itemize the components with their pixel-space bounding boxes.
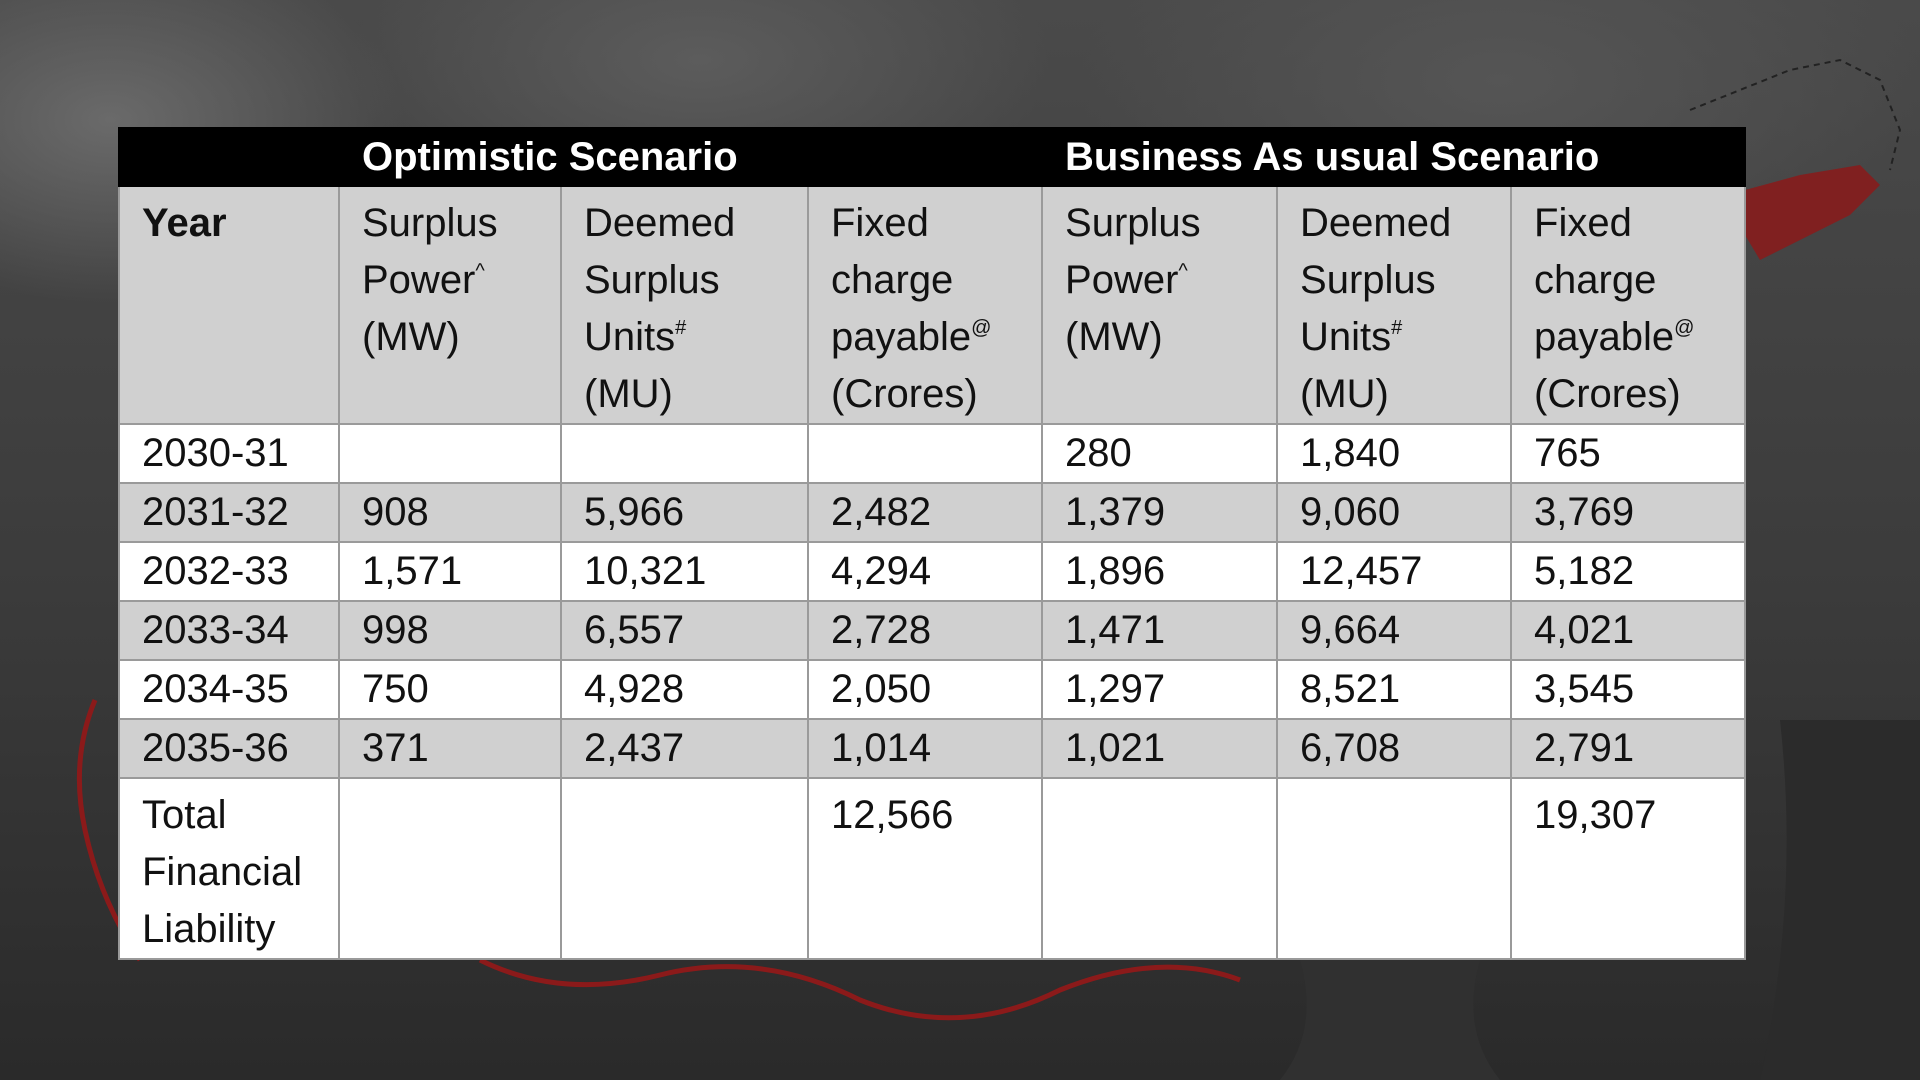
header-bau-surplus-power: Surplus Power^ (MW): [1041, 185, 1279, 425]
cell-opt-surplus-power: 908: [338, 482, 562, 543]
cell-bau-surplus-power: 1,297: [1041, 659, 1279, 720]
cell-bau-deemed-units: 9,060: [1276, 482, 1513, 543]
cell-bau-deemed-units: 6,708: [1276, 718, 1513, 779]
table-row: 2033-34 998 6,557 2,728 1,471 9,664 4,02…: [118, 600, 1747, 661]
cell-opt-fixed-charge: 4,294: [806, 541, 1044, 602]
table-row: 2035-36 371 2,437 1,014 1,021 6,708 2,79…: [118, 718, 1747, 779]
map-outline-right: [1689, 58, 1902, 171]
cell-opt-surplus-power: 998: [338, 600, 562, 661]
header-bau-fixed-charge: Fixed charge payable@ (Crores): [1510, 185, 1747, 425]
cell-bau-fixed-charge: 5,182: [1510, 541, 1747, 602]
cooling-tower: [1760, 720, 1920, 1080]
header-opt-surplus-power: Surplus Power^ (MW): [338, 185, 562, 425]
cell-year: 2030-31: [118, 423, 340, 484]
cell-bau-deemed-units: 9,664: [1276, 600, 1513, 661]
cell-bau-deemed-units: 1,840: [1276, 423, 1513, 484]
cell-bau-fixed-charge: 765: [1510, 423, 1747, 484]
cell-opt-fixed-charge: 1,014: [806, 718, 1044, 779]
cell-bau-fixed-charge: 3,545: [1510, 659, 1747, 720]
cell-bau-surplus-power: 1,896: [1041, 541, 1279, 602]
cooling-tower-2: [1280, 960, 1500, 1080]
cell-bau-fixed-charge: 4,021: [1510, 600, 1747, 661]
cell-bau-surplus-power: 1,471: [1041, 600, 1279, 661]
scenario-blank-cell: [118, 127, 340, 187]
cell-opt-deemed-units: 4,928: [560, 659, 809, 720]
red-outline-left: [76, 699, 143, 962]
cell-bau-surplus-power: 280: [1041, 423, 1279, 484]
cell-opt-deemed-units: [560, 423, 809, 484]
total-bau-surplus-power: [1041, 777, 1279, 960]
red-outline-bottom: [478, 957, 1241, 1021]
map-highlight-red: [1745, 165, 1880, 260]
cell-year: 2035-36: [118, 718, 340, 779]
cell-bau-deemed-units: 12,457: [1276, 541, 1513, 602]
cell-year: 2034-35: [118, 659, 340, 720]
table-row: 2032-33 1,571 10,321 4,294 1,896 12,457 …: [118, 541, 1747, 602]
total-opt-surplus-power: [338, 777, 562, 960]
total-bau-deemed-units: [1276, 777, 1513, 960]
cell-bau-fixed-charge: 3,769: [1510, 482, 1747, 543]
cell-year: 2031-32: [118, 482, 340, 543]
total-label: Total Financial Liability: [118, 777, 340, 960]
cell-opt-surplus-power: [338, 423, 562, 484]
table-row: 2030-31 280 1,840 765: [118, 423, 1747, 484]
scenario-header-row: Optimistic Scenario Business As usual Sc…: [118, 127, 1747, 187]
table-row: 2034-35 750 4,928 2,050 1,297 8,521 3,54…: [118, 659, 1747, 720]
cell-opt-deemed-units: 6,557: [560, 600, 809, 661]
liability-table-container: Optimistic Scenario Business As usual Sc…: [118, 127, 1747, 960]
cell-bau-surplus-power: 1,379: [1041, 482, 1279, 543]
header-opt-deemed-units: Deemed Surplus Units# (MU): [560, 185, 809, 425]
cell-bau-fixed-charge: 2,791: [1510, 718, 1747, 779]
total-row: Total Financial Liability 12,566 19,307: [118, 777, 1747, 960]
total-bau-fixed-charge: 19,307: [1510, 777, 1747, 960]
cell-opt-deemed-units: 5,966: [560, 482, 809, 543]
header-year: Year: [118, 185, 340, 425]
table-row: 2031-32 908 5,966 2,482 1,379 9,060 3,76…: [118, 482, 1747, 543]
cell-opt-fixed-charge: [806, 423, 1044, 484]
cell-opt-deemed-units: 10,321: [560, 541, 809, 602]
total-opt-deemed-units: [560, 777, 809, 960]
header-bau-deemed-units: Deemed Surplus Units# (MU): [1276, 185, 1513, 425]
financial-liability-table: Optimistic Scenario Business As usual Sc…: [118, 127, 1747, 960]
column-header-row: Year Surplus Power^ (MW) Deemed Surplus …: [118, 185, 1747, 425]
scenario-optimistic: Optimistic Scenario: [337, 127, 1044, 187]
cell-year: 2033-34: [118, 600, 340, 661]
header-opt-fixed-charge: Fixed charge payable@ (Crores): [806, 185, 1044, 425]
cell-opt-surplus-power: 750: [338, 659, 562, 720]
cell-opt-fixed-charge: 2,482: [806, 482, 1044, 543]
cell-bau-deemed-units: 8,521: [1276, 659, 1513, 720]
cell-opt-deemed-units: 2,437: [560, 718, 809, 779]
cell-opt-surplus-power: 371: [338, 718, 562, 779]
cell-year: 2032-33: [118, 541, 340, 602]
total-opt-fixed-charge: 12,566: [806, 777, 1044, 960]
cell-bau-surplus-power: 1,021: [1041, 718, 1279, 779]
cell-opt-fixed-charge: 2,728: [806, 600, 1044, 661]
cell-opt-fixed-charge: 2,050: [806, 659, 1044, 720]
scenario-business-as-usual: Business As usual Scenario: [1041, 127, 1747, 187]
cell-opt-surplus-power: 1,571: [338, 541, 562, 602]
